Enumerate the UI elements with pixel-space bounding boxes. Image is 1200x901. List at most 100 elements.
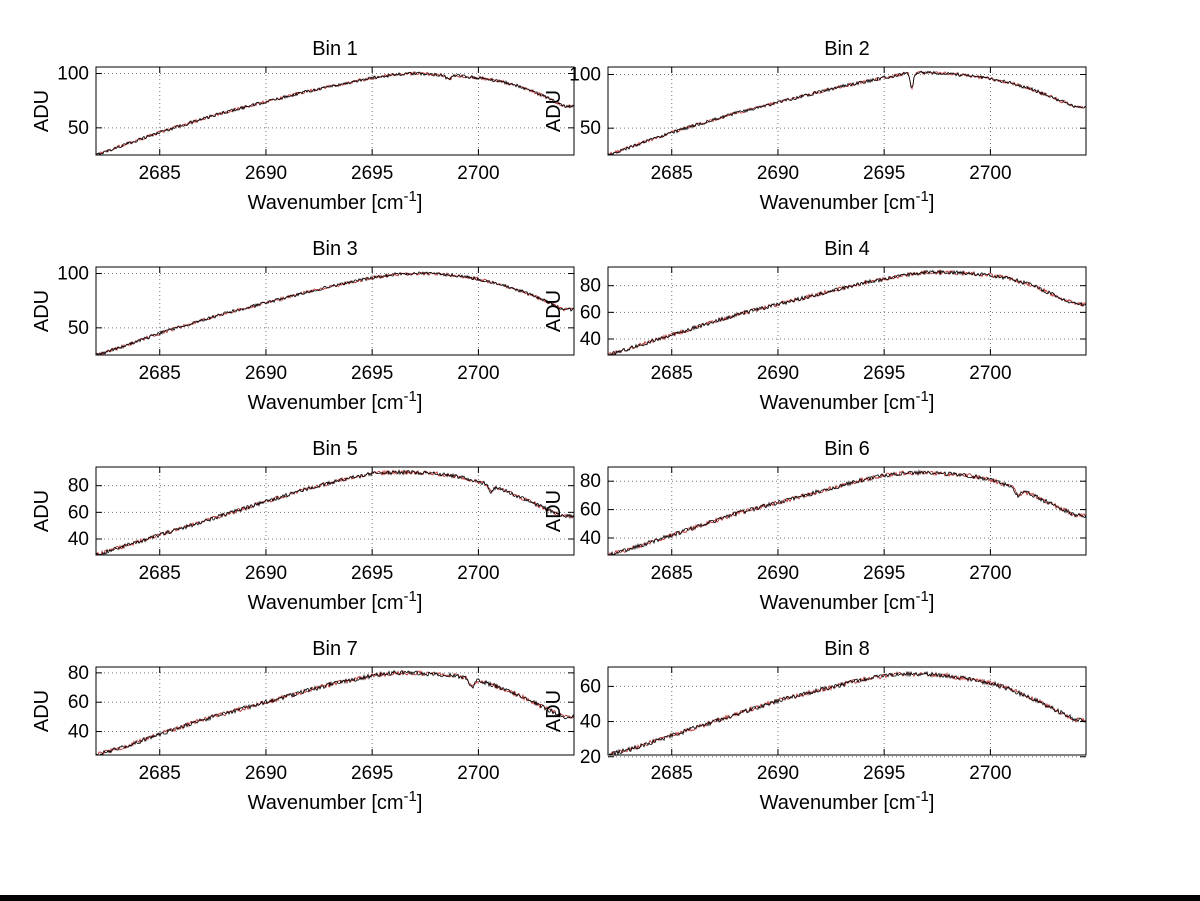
trace-black xyxy=(95,271,575,356)
axes-box xyxy=(607,666,1087,756)
x-tick-label: 2695 xyxy=(863,563,905,584)
y-tick-label: 40 xyxy=(580,528,601,549)
x-tick-label: 2685 xyxy=(139,363,181,384)
y-axis-label: ADU xyxy=(543,290,565,332)
x-tick-label: 2685 xyxy=(651,763,693,784)
subplot-svg: 2685 2690 2695 2700 50 100 Bin 2 ADU Wavenumber … xyxy=(543,38,1087,214)
x-tick-label: 2695 xyxy=(351,163,393,184)
x-tick-label: 2690 xyxy=(245,763,287,784)
x-tick-label: 2685 xyxy=(139,563,181,584)
subplot-title: Bin 2 xyxy=(824,38,870,60)
y-axis-label: ADU xyxy=(31,90,53,132)
trace-red xyxy=(607,670,1087,756)
y-tick-label: 50 xyxy=(68,118,89,139)
subplot-svg: 2685 2690 2695 2700 20 40 60 Bin 8 ADU Wavenumber… xyxy=(543,638,1087,814)
x-tick-label: 2700 xyxy=(457,763,499,784)
x-tick-label: 2700 xyxy=(457,363,499,384)
x-tick-label: 2700 xyxy=(457,563,499,584)
x-tick-label: 2690 xyxy=(245,163,287,184)
subplot-title: Bin 6 xyxy=(824,438,870,460)
subplot-title: Bin 3 xyxy=(312,238,358,260)
x-tick-label: 2685 xyxy=(139,763,181,784)
x-tick-label: 2695 xyxy=(863,163,905,184)
subplot-svg: 2685 2690 2695 2700 40 60 80 Bin 7 ADU Wavenumber… xyxy=(31,638,575,814)
x-tick-label: 2690 xyxy=(245,363,287,384)
x-tick-label: 2685 xyxy=(651,163,693,184)
x-axis-label: Wavenumber [cm-1] xyxy=(760,388,935,414)
subplot-title: Bin 4 xyxy=(824,238,870,260)
y-axis-label: ADU xyxy=(543,90,565,132)
y-tick-label: 100 xyxy=(569,65,601,86)
axes-box xyxy=(607,466,1087,556)
x-axis-label: Wavenumber [cm-1] xyxy=(248,588,423,614)
trace-red xyxy=(95,670,575,756)
y-tick-label: 20 xyxy=(580,747,601,768)
trace-black xyxy=(608,670,1087,757)
x-tick-label: 2690 xyxy=(757,563,799,584)
trace-red xyxy=(96,71,575,156)
subplot-svg: 2685 2690 2695 2700 40 60 80 Bin 4 ADU Wavenumber… xyxy=(543,238,1087,414)
y-axis-label: ADU xyxy=(543,490,565,532)
y-tick-label: 100 xyxy=(57,264,89,285)
trace-black xyxy=(607,70,1087,156)
axes-box xyxy=(607,66,1087,156)
trace-black xyxy=(608,269,1087,356)
subplot-bin-4: 2685 2690 2695 2700 40 60 80 Bin 4 ADU Wavenumber… xyxy=(538,235,1094,435)
x-tick-label: 2695 xyxy=(863,363,905,384)
subplot-bin-2: 2685 2690 2695 2700 50 100 Bin 2 ADU Wavenumber … xyxy=(538,35,1094,235)
x-tick-label: 2685 xyxy=(139,163,181,184)
x-tick-label: 2695 xyxy=(351,363,393,384)
subplot-bin-7: 2685 2690 2695 2700 40 60 80 Bin 7 ADU Wavenumber… xyxy=(26,635,582,835)
subplot-svg: 2685 2690 2695 2700 50 100 Bin 1 ADU Wavenumber … xyxy=(31,38,575,214)
y-tick-label: 60 xyxy=(580,500,601,521)
trace-black xyxy=(608,469,1087,556)
x-tick-label: 2685 xyxy=(651,563,693,584)
x-tick-label: 2695 xyxy=(351,763,393,784)
y-tick-label: 40 xyxy=(580,329,601,350)
y-tick-label: 60 xyxy=(580,676,601,697)
x-tick-label: 2700 xyxy=(969,763,1011,784)
x-tick-label: 2690 xyxy=(245,563,287,584)
bottom-border-bar xyxy=(0,895,1200,901)
x-tick-label: 2700 xyxy=(457,163,499,184)
subplot-title: Bin 5 xyxy=(312,438,358,460)
subplot-svg: 2685 2690 2695 2700 40 60 80 Bin 5 ADU Wavenumber… xyxy=(31,438,575,614)
y-axis-label: ADU xyxy=(31,690,53,732)
trace-red xyxy=(607,470,1087,556)
y-tick-label: 80 xyxy=(68,663,89,684)
subplot-title: Bin 8 xyxy=(824,638,870,660)
axes-box xyxy=(607,266,1087,356)
subplot-bin-5: 2685 2690 2695 2700 40 60 80 Bin 5 ADU Wavenumber… xyxy=(26,435,582,635)
y-axis-label: ADU xyxy=(31,290,53,332)
x-tick-label: 2700 xyxy=(969,163,1011,184)
x-axis-label: Wavenumber [cm-1] xyxy=(248,788,423,814)
trace-black xyxy=(95,468,575,556)
x-tick-label: 2685 xyxy=(651,363,693,384)
y-tick-label: 50 xyxy=(68,318,89,339)
axes-box xyxy=(95,666,575,756)
y-axis-label: ADU xyxy=(31,490,53,532)
x-tick-label: 2690 xyxy=(757,763,799,784)
x-axis-label: Wavenumber [cm-1] xyxy=(760,588,935,614)
subplot-title: Bin 7 xyxy=(312,638,358,660)
trace-black xyxy=(95,670,575,756)
y-tick-label: 80 xyxy=(580,471,601,492)
y-axis-label: ADU xyxy=(543,690,565,732)
x-tick-label: 2695 xyxy=(863,763,905,784)
subplot-bin-1: 2685 2690 2695 2700 50 100 Bin 1 ADU Wavenumber … xyxy=(26,35,582,235)
y-tick-label: 40 xyxy=(580,712,601,733)
x-tick-label: 2695 xyxy=(351,563,393,584)
axes-box xyxy=(95,466,575,556)
x-axis-label: Wavenumber [cm-1] xyxy=(760,188,935,214)
y-tick-label: 100 xyxy=(57,64,89,85)
trace-black xyxy=(95,70,575,156)
trace-red xyxy=(607,269,1087,357)
y-tick-label: 40 xyxy=(68,722,89,743)
x-tick-label: 2690 xyxy=(757,163,799,184)
trace-red xyxy=(95,469,575,556)
x-tick-label: 2690 xyxy=(757,363,799,384)
y-tick-label: 50 xyxy=(580,118,601,139)
y-tick-label: 80 xyxy=(68,476,89,497)
subplot-title: Bin 1 xyxy=(312,38,358,60)
subplot-bin-8: 2685 2690 2695 2700 20 40 60 Bin 8 ADU Wavenumber… xyxy=(538,635,1094,835)
